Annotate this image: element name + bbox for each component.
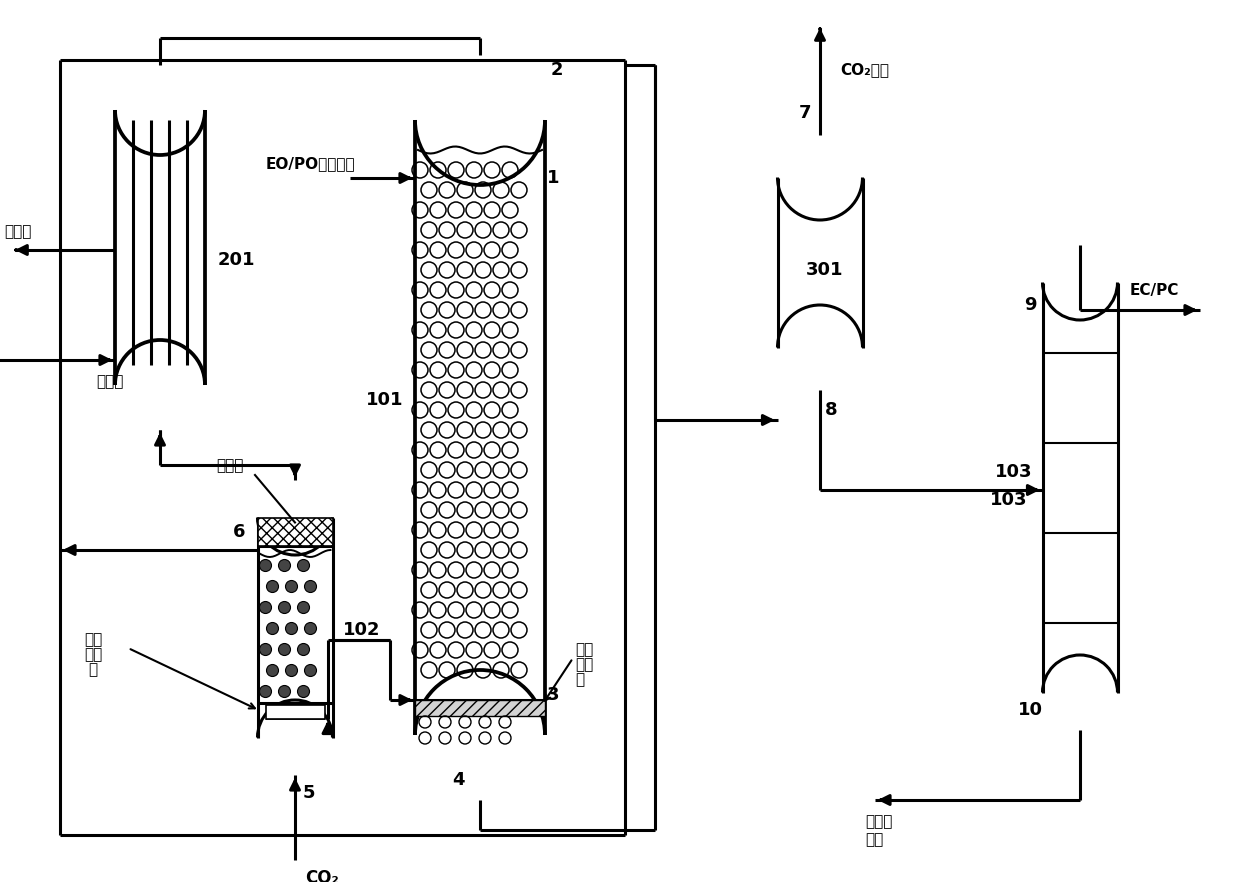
Bar	[415, 700, 546, 716]
Circle shape	[298, 685, 310, 698]
Circle shape	[259, 559, 272, 572]
Circle shape	[298, 644, 310, 655]
Text: 7: 7	[799, 104, 811, 122]
Text: 102: 102	[343, 621, 381, 639]
Text: 2: 2	[551, 61, 563, 79]
Bar	[265, 705, 325, 719]
Text: 分布: 分布	[575, 657, 593, 672]
Text: 201: 201	[218, 251, 255, 269]
Text: EO/PO、催化剂: EO/PO、催化剂	[265, 156, 355, 171]
Circle shape	[267, 623, 279, 634]
Text: 催化剂: 催化剂	[866, 814, 893, 829]
Text: 103: 103	[994, 463, 1033, 481]
Circle shape	[279, 644, 290, 655]
Text: CO₂尾气: CO₂尾气	[839, 63, 889, 78]
Text: 除沫器: 除沫器	[216, 459, 244, 474]
Text: 9: 9	[1024, 296, 1037, 314]
Text: 8: 8	[825, 401, 838, 419]
Text: 气体: 气体	[84, 632, 102, 647]
Text: 气体: 气体	[575, 642, 593, 657]
Text: 冷却水: 冷却水	[97, 375, 124, 390]
Circle shape	[279, 559, 290, 572]
Text: CO₂: CO₂	[305, 869, 339, 882]
Circle shape	[267, 580, 279, 593]
Circle shape	[285, 623, 298, 634]
Text: 301: 301	[806, 261, 843, 279]
Text: 器: 器	[575, 672, 584, 687]
Circle shape	[279, 602, 290, 614]
Circle shape	[305, 664, 316, 676]
Text: 回收: 回收	[866, 833, 883, 848]
Circle shape	[279, 685, 290, 698]
Text: 5: 5	[303, 784, 315, 802]
Text: EC/PC: EC/PC	[1130, 282, 1179, 297]
Circle shape	[259, 685, 272, 698]
Circle shape	[298, 559, 310, 572]
Circle shape	[259, 602, 272, 614]
Text: 分布: 分布	[84, 647, 102, 662]
Text: 4: 4	[453, 771, 465, 789]
Text: 冷却水: 冷却水	[4, 225, 32, 240]
Text: 10: 10	[1018, 701, 1043, 719]
Text: 101: 101	[366, 391, 404, 409]
Circle shape	[298, 602, 310, 614]
Bar	[258, 518, 332, 545]
Text: 6: 6	[233, 523, 246, 541]
Circle shape	[259, 644, 272, 655]
Circle shape	[285, 664, 298, 676]
Text: 103: 103	[990, 491, 1028, 509]
Circle shape	[285, 580, 298, 593]
Text: 3: 3	[547, 686, 559, 704]
Text: 器: 器	[88, 662, 98, 677]
Circle shape	[267, 664, 279, 676]
Text: 1: 1	[547, 169, 559, 187]
Circle shape	[305, 623, 316, 634]
Circle shape	[305, 580, 316, 593]
